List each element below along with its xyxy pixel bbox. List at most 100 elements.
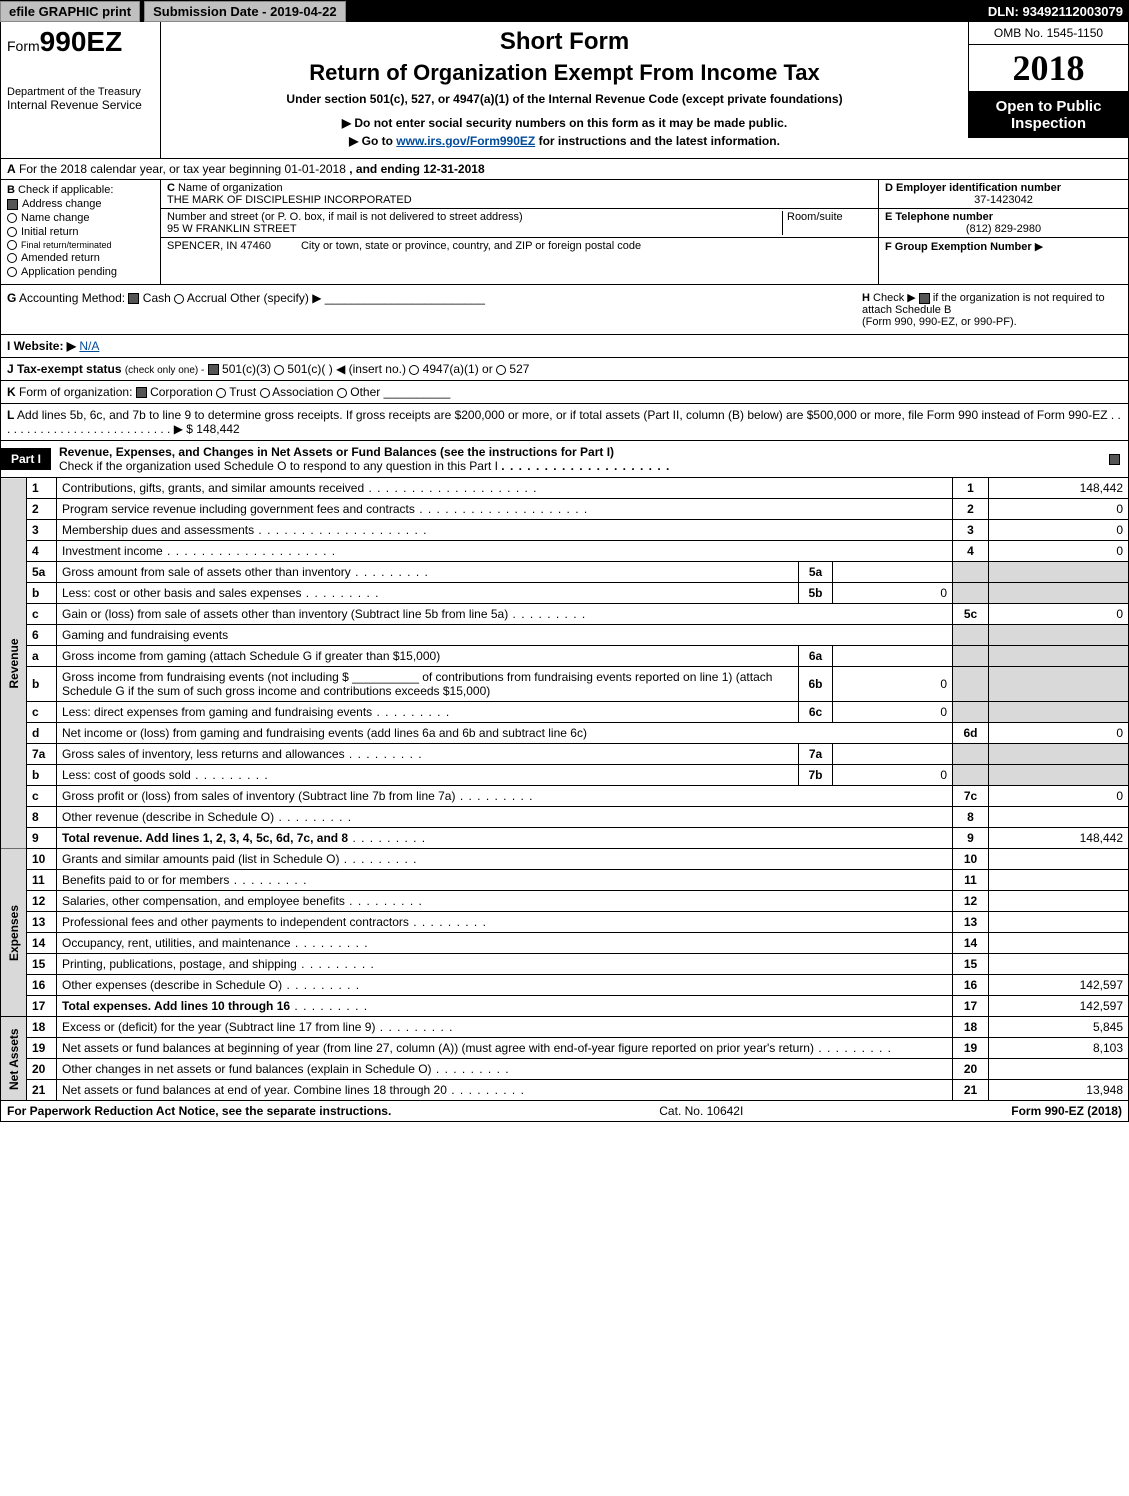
section-a-text: For the 2018 calendar year, or tax year … xyxy=(19,162,346,176)
chk-assoc[interactable] xyxy=(260,388,270,398)
lbl-name-change: Name change xyxy=(21,212,90,224)
j-note: (check only one) - xyxy=(125,365,204,376)
chk-other-org[interactable] xyxy=(337,388,347,398)
header-center: Short Form Return of Organization Exempt… xyxy=(161,22,968,158)
chk-initial-return[interactable] xyxy=(7,227,17,237)
block-bcd: B Check if applicable: Address change Na… xyxy=(0,180,1129,285)
lbl-501c: 501(c)( ) ◀ (insert no.) xyxy=(287,362,406,376)
line-15: 15 Printing, publications, postage, and … xyxy=(1,954,1129,975)
chk-app-pending[interactable] xyxy=(7,267,17,277)
line-6d: d Net income or (loss) from gaming and f… xyxy=(1,723,1129,744)
addr-label: Number and street (or P. O. box, if mail… xyxy=(167,211,782,223)
line-6: 6 Gaming and fundraising events xyxy=(1,625,1129,646)
line-11: 11 Benefits paid to or for members 11 xyxy=(1,870,1129,891)
header-left: Form990EZ Department of the Treasury Int… xyxy=(1,22,161,158)
chk-501c[interactable] xyxy=(274,365,284,375)
city-label: City or town, state or province, country… xyxy=(301,240,641,282)
label-a: A xyxy=(7,162,16,176)
lbl-accrual: Accrual xyxy=(187,291,227,305)
line-14: 14 Occupancy, rent, utilities, and maint… xyxy=(1,933,1129,954)
chk-cash[interactable] xyxy=(128,293,139,304)
lbl-501c3: 501(c)(3) xyxy=(222,362,271,376)
group-exempt-label: F Group Exemption Number xyxy=(885,241,1032,253)
dln-label: DLN: 93492112003079 xyxy=(988,4,1129,19)
lbl-address-change: Address change xyxy=(22,198,102,210)
row-city: SPENCER, IN 47460 City or town, state or… xyxy=(161,238,878,284)
open-public-l2: Inspection xyxy=(971,115,1126,132)
city-value: SPENCER, IN 47460 xyxy=(167,240,271,282)
k-text: Form of organization: xyxy=(19,385,132,399)
lbl-527: 527 xyxy=(509,362,529,376)
ein-value: 37-1423042 xyxy=(885,194,1122,206)
instr-ssn: ▶ Do not enter social security numbers o… xyxy=(171,116,958,130)
line-9: 9 Total revenue. Add lines 1, 2, 3, 4, 5… xyxy=(1,828,1129,849)
room-suite-label: Room/suite xyxy=(782,211,872,235)
ein-label: D Employer identification number xyxy=(885,182,1061,194)
part1-check-text: Check if the organization used Schedule … xyxy=(59,459,498,473)
line-3: 3 Membership dues and assessments 3 0 xyxy=(1,520,1129,541)
line-5b: b Less: cost or other basis and sales ex… xyxy=(1,583,1129,604)
line-7a: 7a Gross sales of inventory, less return… xyxy=(1,744,1129,765)
lbl-other: Other (specify) ▶ xyxy=(230,291,321,305)
line-19: 19 Net assets or fund balances at beginn… xyxy=(1,1038,1129,1059)
lbl-trust: Trust xyxy=(229,385,256,399)
chk-final-return[interactable] xyxy=(7,240,17,250)
phone-value: (812) 829-2980 xyxy=(885,223,1122,235)
chk-527[interactable] xyxy=(496,365,506,375)
part1-table: Revenue 1 Contributions, gifts, grants, … xyxy=(0,478,1129,1101)
chk-accrual[interactable] xyxy=(174,294,184,304)
accounting-method: G Accounting Method: Cash Accrual Other … xyxy=(7,291,485,328)
chk-501c3[interactable] xyxy=(208,364,219,375)
chk-h[interactable] xyxy=(919,293,930,304)
instr-link[interactable]: www.irs.gov/Form990EZ xyxy=(396,134,535,148)
row-j: J Tax-exempt status (check only one) - 5… xyxy=(0,358,1129,381)
dept-treasury: Department of the Treasury xyxy=(7,86,154,98)
chk-amended[interactable] xyxy=(7,253,17,263)
chk-part1-scho[interactable] xyxy=(1109,454,1120,465)
section-a-ending: , and ending 12-31-2018 xyxy=(349,162,484,176)
efile-print-button[interactable]: efile GRAPHIC print xyxy=(0,1,140,22)
line-20: 20 Other changes in net assets or fund b… xyxy=(1,1059,1129,1080)
instr-goto-post: for instructions and the latest informat… xyxy=(535,134,780,148)
part1-header: Part I Revenue, Expenses, and Changes in… xyxy=(0,441,1129,478)
label-g: G xyxy=(7,291,16,305)
line-5a: 5a Gross amount from sale of assets othe… xyxy=(1,562,1129,583)
footer-left: For Paperwork Reduction Act Notice, see … xyxy=(7,1104,391,1118)
lbl-amended: Amended return xyxy=(21,252,100,264)
chk-corp[interactable] xyxy=(136,387,147,398)
lbl-final-return: Final return/terminated xyxy=(21,240,112,250)
open-public-l1: Open to Public xyxy=(971,98,1126,115)
form-number: Form990EZ xyxy=(7,26,154,58)
line-12: 12 Salaries, other compensation, and emp… xyxy=(1,891,1129,912)
line-21: 21 Net assets or fund balances at end of… xyxy=(1,1080,1129,1101)
website-value[interactable]: N/A xyxy=(79,339,99,353)
addr-value: 95 W FRANKLIN STREET xyxy=(167,223,782,235)
line-13: 13 Professional fees and other payments … xyxy=(1,912,1129,933)
col-d: D Employer identification number 37-1423… xyxy=(878,180,1128,284)
line-7b: b Less: cost of goods sold 7b 0 xyxy=(1,765,1129,786)
lbl-initial-return: Initial return xyxy=(21,226,78,238)
chk-name-change[interactable] xyxy=(7,213,17,223)
label-k: K xyxy=(7,385,16,399)
l-arrow: ▶ xyxy=(174,422,183,436)
form-num: 990EZ xyxy=(40,26,123,57)
chk-trust[interactable] xyxy=(216,388,226,398)
line-8: 8 Other revenue (describe in Schedule O)… xyxy=(1,807,1129,828)
submission-date-label: Submission Date - 2019-04-22 xyxy=(144,1,346,22)
instr-goto: ▶ Go to www.irs.gov/Form990EZ for instru… xyxy=(171,134,958,148)
line-4: 4 Investment income 4 0 xyxy=(1,541,1129,562)
chk-4947[interactable] xyxy=(409,365,419,375)
return-subtitle: Under section 501(c), 527, or 4947(a)(1)… xyxy=(171,92,958,106)
instr-goto-pre: ▶ Go to xyxy=(349,134,396,148)
form-prefix: Form xyxy=(7,38,40,54)
chk-address-change[interactable] xyxy=(7,199,18,210)
line-18: Net Assets 18 Excess or (deficit) for th… xyxy=(1,1017,1129,1038)
lbl-cash: Cash xyxy=(143,291,171,305)
h-text3: (Form 990, 990-EZ, or 990-PF). xyxy=(862,316,1017,328)
row-l: L Add lines 5b, 6c, and 7b to line 9 to … xyxy=(0,404,1129,441)
row-org-name: C Name of organization THE MARK OF DISCI… xyxy=(161,180,878,209)
open-public: Open to Public Inspection xyxy=(968,92,1128,138)
tax-year: 2018 xyxy=(968,45,1128,92)
line-6b: b Gross income from fundraising events (… xyxy=(1,667,1129,702)
line-7c: c Gross profit or (loss) from sales of i… xyxy=(1,786,1129,807)
